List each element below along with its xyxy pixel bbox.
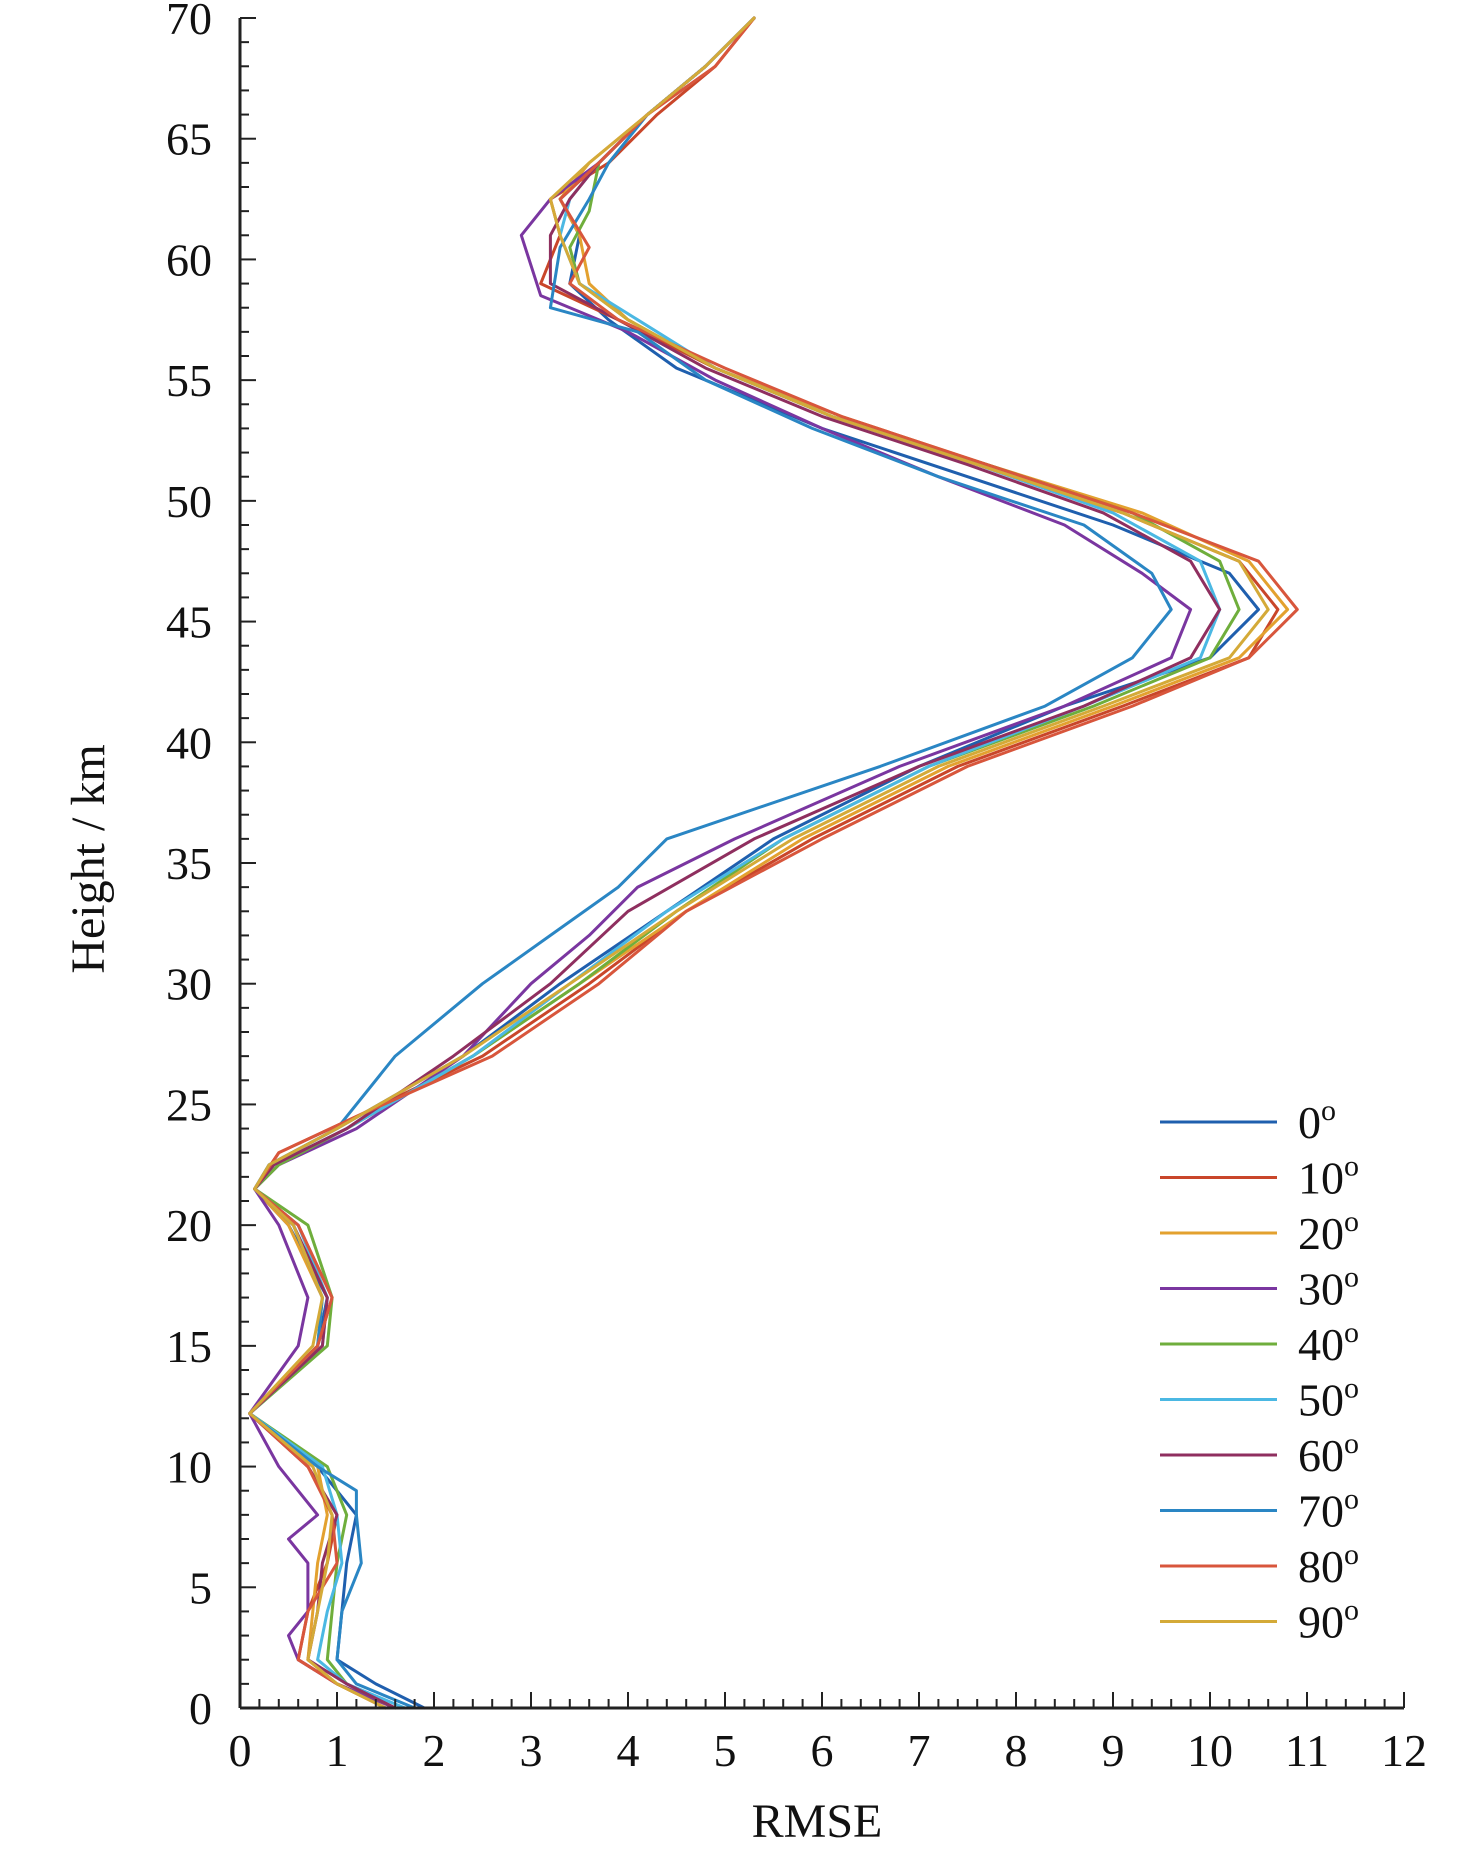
series-layer xyxy=(248,16,1299,1710)
legend-label-80: 80o xyxy=(1298,1538,1359,1592)
legend-label-50: 50o xyxy=(1298,1372,1359,1426)
series-line-30 xyxy=(248,16,1193,1710)
x-tick-label: 6 xyxy=(811,1725,834,1776)
x-tick-label: 11 xyxy=(1285,1725,1329,1776)
legend-label-20: 20o xyxy=(1298,1205,1359,1259)
y-tick-label: 5 xyxy=(189,1562,212,1613)
y-tick-label: 10 xyxy=(166,1442,212,1493)
y-tick-label: 15 xyxy=(166,1321,212,1372)
series-line-90 xyxy=(248,16,1270,1710)
y-tick-label: 45 xyxy=(166,597,212,648)
legend-label-10: 10o xyxy=(1298,1150,1359,1204)
legend-label-30: 30o xyxy=(1298,1261,1359,1315)
legend-label-70: 70o xyxy=(1298,1483,1359,1537)
y-tick-label: 30 xyxy=(166,959,212,1010)
y-tick-label: 40 xyxy=(166,717,212,768)
series-line-50 xyxy=(248,16,1222,1710)
y-tick-label: 55 xyxy=(166,355,212,406)
y-tick-label: 20 xyxy=(166,1200,212,1251)
x-tick-label: 12 xyxy=(1381,1725,1427,1776)
x-axis-title: RMSE xyxy=(752,1795,883,1848)
y-tick-label: 25 xyxy=(166,1079,212,1130)
x-tick-label: 10 xyxy=(1187,1725,1233,1776)
x-tick-label: 5 xyxy=(714,1725,737,1776)
x-tick-label: 4 xyxy=(617,1725,640,1776)
y-tick-label: 70 xyxy=(166,0,212,44)
x-tick-label: 0 xyxy=(229,1725,252,1776)
y-tick-label: 60 xyxy=(166,234,212,285)
series-line-60 xyxy=(248,16,1222,1710)
legend-label-60: 60o xyxy=(1298,1427,1359,1481)
y-tick-label: 35 xyxy=(166,838,212,889)
x-tick-label: 8 xyxy=(1005,1725,1028,1776)
x-tick-label: 9 xyxy=(1102,1725,1125,1776)
legend-label-40: 40o xyxy=(1298,1316,1359,1370)
x-tick-label: 3 xyxy=(520,1725,543,1776)
y-tick-label: 65 xyxy=(166,114,212,165)
y-tick-label: 50 xyxy=(166,476,212,527)
y-tick-label: 0 xyxy=(189,1683,212,1734)
x-tick-label: 2 xyxy=(423,1725,446,1776)
x-tick-label: 7 xyxy=(908,1725,931,1776)
x-tick-label: 1 xyxy=(326,1725,349,1776)
y-axis-title: Height / km xyxy=(62,744,115,973)
legend-label-0: 0o xyxy=(1298,1094,1336,1148)
legend-label-90: 90o xyxy=(1298,1594,1359,1648)
series-line-70 xyxy=(248,16,1173,1710)
axes-layer: 0 1 2 3 4 5 6 7 8 9 10 11 12051015202530354045505560… xyxy=(166,0,1427,1776)
series-line-80 xyxy=(248,16,1299,1710)
